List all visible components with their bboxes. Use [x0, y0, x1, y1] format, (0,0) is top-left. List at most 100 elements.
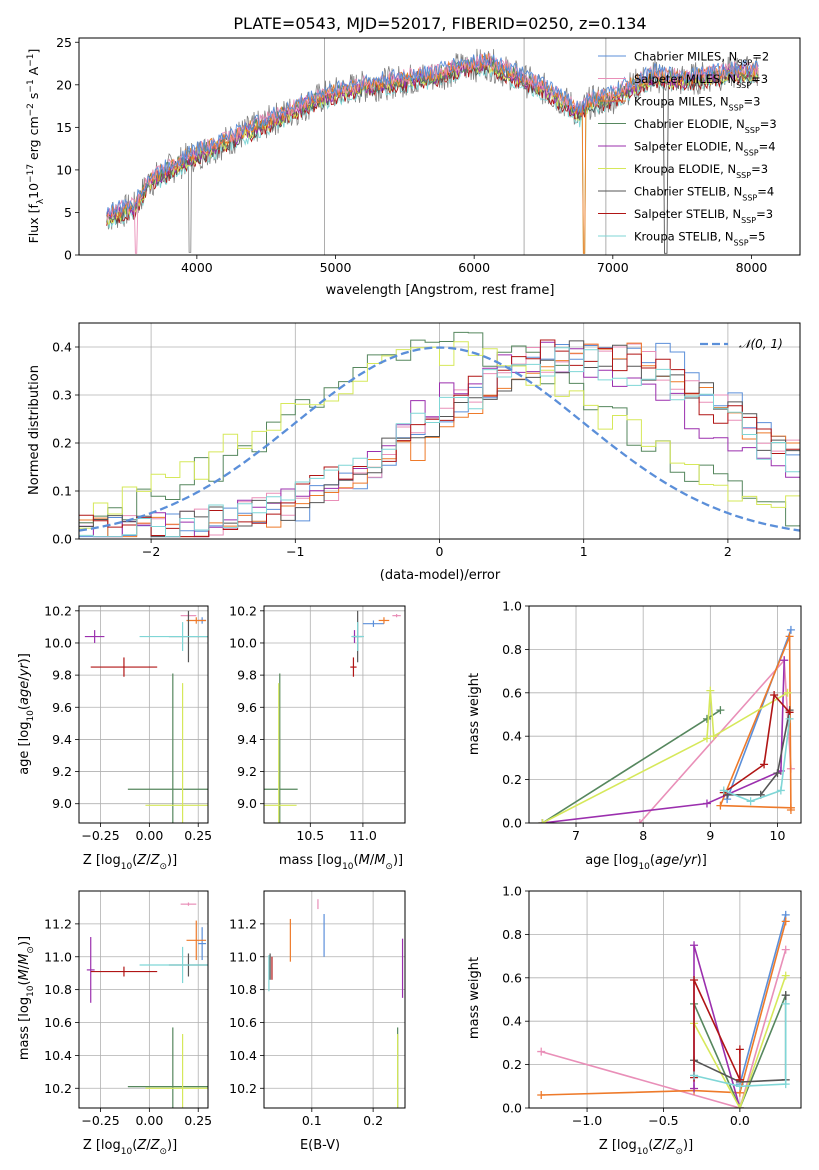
errorbar-kroupa-miles [186, 617, 207, 624]
y-tick-label: 11.2 [229, 916, 257, 931]
y-tick-label: 10.4 [44, 1048, 72, 1063]
x-tick-label: 7 [572, 828, 580, 843]
residuals-ylabel: Normed distribution [27, 365, 42, 495]
panel-weight-vs-age: age [log10(age/yr)] mass weight [467, 673, 707, 872]
weight-marker [735, 1082, 744, 1091]
y-tick-label: 0.6 [502, 685, 522, 700]
legend-entry: Kroupa STELIB, NSSP=5 [634, 230, 765, 248]
y-tick-label: 15 [56, 120, 72, 135]
weight-line-salpeter-elodie [542, 660, 785, 823]
weight-marker [783, 688, 792, 697]
x-tick-label: 0.2 [363, 1113, 383, 1128]
figure-title: PLATE=0543, MJD=52017, FIBERID=0250, z=0… [233, 14, 646, 33]
weight-marker [785, 714, 794, 723]
mass-weight-vs-age-lines [538, 625, 795, 823]
weight-marker [702, 734, 711, 743]
y-tick-label: 9.6 [237, 700, 257, 715]
weight-marker [781, 991, 790, 1000]
weight-marker [781, 999, 790, 1008]
y-tick-label: 0.8 [502, 927, 522, 942]
axes-frame [78, 37, 801, 256]
weight-marker [690, 941, 699, 950]
mass-vs-Z-errorbars [86, 902, 208, 1108]
weight-marker [709, 732, 718, 741]
y-tick-label: 0.8 [502, 642, 522, 657]
x-tick-label: −2 [142, 544, 160, 559]
weight-z-ylabel: mass weight [467, 957, 482, 1039]
weight-marker [635, 819, 644, 823]
weight-marker [735, 1045, 744, 1054]
x-tick-label: 0.00 [135, 1113, 163, 1128]
age-z-xlabel: Z [log10(Z/Z⊙)] [83, 853, 177, 872]
axes-frame [78, 890, 209, 1109]
x-tick-label: 0 [436, 544, 444, 559]
y-tick-label: 9.8 [237, 668, 257, 683]
y-tick-label: 25 [56, 35, 72, 50]
weight-line-salpeter-miles [639, 658, 792, 823]
weight-marker [735, 1104, 744, 1108]
y-tick-label: 10.2 [44, 603, 72, 618]
mass_vs_Z-axes: −0.25 0.00 0.25 10.2 10.4 10.6 10.8 11.0 11.2 [44, 891, 212, 1128]
mass-ebv-xlabel: E(B-V) [300, 1138, 340, 1153]
weight-line-kroupa-miles [541, 921, 787, 1096]
y-tick-label: 11.2 [44, 916, 72, 931]
panel-residuals: (data-model)/error Normed distribution [27, 365, 501, 583]
x-tick-label: 11.0 [349, 828, 377, 843]
y-tick-label: 10 [56, 162, 72, 177]
weight-marker [537, 1090, 546, 1099]
y-tick-label: 0.4 [502, 729, 522, 744]
histogram-chabrier-stelib [79, 340, 800, 539]
age_vs_Z-axes: −0.25 0.00 0.25 9.0 9.2 9.4 9.6 9.8 10.0 10.2 [44, 603, 212, 843]
y-tick-label: 10.6 [44, 1015, 72, 1030]
y-tick-label: 9.2 [237, 764, 257, 779]
x-tick-label: −0.25 [81, 1113, 119, 1128]
x-tick-label: −1 [286, 544, 304, 559]
weight-marker [770, 690, 779, 699]
weight-marker [760, 760, 769, 769]
errorbar-salpeter-stelib [350, 657, 357, 677]
errorbar-salpeter-elodie [84, 630, 105, 643]
weight-line-kroupa-miles [719, 636, 792, 811]
age-vs-mass-errorbars [264, 610, 401, 823]
weight-marker [719, 786, 728, 795]
y-tick-label: 5 [64, 205, 72, 220]
errorbar-kroupa-stelib [351, 622, 364, 652]
spectrum-axes: 4000 5000 6000 7000 8000 0 5 10 15 20 25 [56, 35, 767, 275]
axes-frame [263, 890, 406, 1109]
y-tick-label: 10.2 [229, 1081, 257, 1096]
residual-histograms [79, 331, 800, 539]
y-tick-label: 9.4 [237, 732, 257, 747]
age-mass-xlabel: mass [log10(M/M⊙)] [279, 853, 403, 872]
errorbar-kroupa-miles [378, 617, 390, 624]
y-tick-label: 0.4 [502, 1014, 522, 1029]
weight-z-xlabel: Z [log10(Z/Z⊙)] [599, 1138, 693, 1157]
y-tick-label: 11.0 [44, 949, 72, 964]
residuals-axes: −2 −1 0 1 2 0.0 0.1 0.2 0.3 0.4 [52, 323, 800, 559]
y-tick-label: 10.2 [229, 603, 257, 618]
y-tick-label: 0.0 [502, 816, 522, 831]
histogram-kroupa-stelib [79, 347, 800, 539]
y-tick-label: 10.8 [44, 982, 72, 997]
model-spectrum-chabrier-miles [106, 52, 759, 216]
x-tick-label: 5000 [320, 260, 352, 275]
mass_vs_ebv-axes: 0.1 0.2 10.2 10.4 10.6 10.8 11.0 11.2 [229, 891, 405, 1128]
x-tick-label: 9 [706, 828, 714, 843]
weight-line-kroupa-stelib [693, 1003, 787, 1088]
x-tick-label: −0.5 [648, 1113, 678, 1128]
weight-marker [716, 706, 725, 715]
y-tick-label: 11.0 [229, 949, 257, 964]
weight-marker [538, 819, 547, 823]
spectrum-ylabel: Flux [fλ10−17 erg cm−2 s−1 A−1] [26, 49, 46, 244]
y-tick-label: 0.1 [52, 484, 72, 499]
errorbar-kroupa-elodie [264, 683, 297, 823]
x-tick-label: 6000 [458, 260, 490, 275]
weight-marker [773, 769, 782, 778]
weight-marker [702, 799, 711, 808]
mass-z-xlabel: Z [log10(Z/Z⊙)] [83, 1138, 177, 1157]
legend-entry: Kroupa MILES, NSSP=3 [634, 95, 760, 113]
axes-frame [78, 605, 209, 824]
weight-age-xlabel: age [log10(age/yr)] [585, 853, 707, 872]
errorbar-kroupa-elodie [145, 1034, 208, 1108]
x-tick-label: 8000 [736, 260, 768, 275]
errorbar-kroupa-stelib [139, 622, 208, 652]
